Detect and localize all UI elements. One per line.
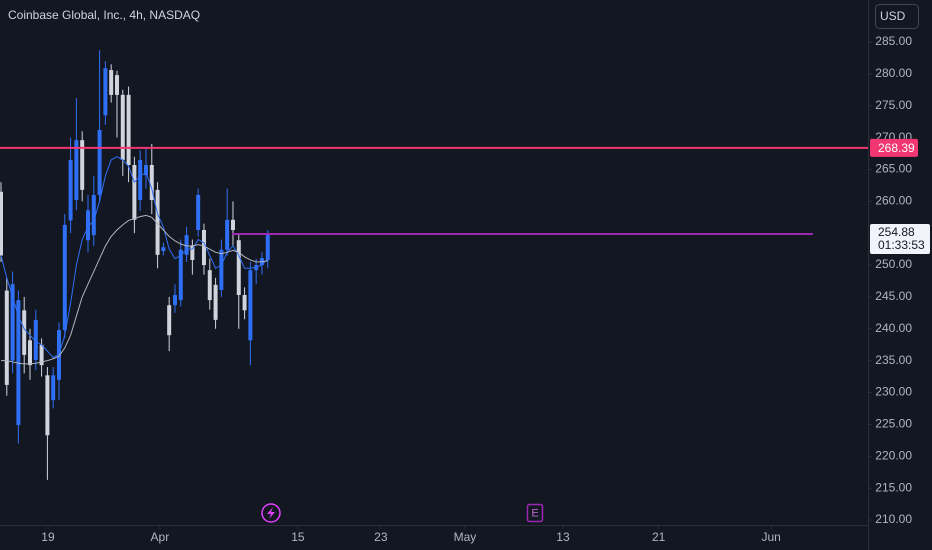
candle-body (190, 245, 195, 260)
countdown-label: 01:33:53 (878, 238, 925, 252)
candle-body (149, 165, 154, 201)
candle-body (45, 375, 50, 436)
candle-body (4, 290, 9, 385)
candle-body (126, 94, 131, 166)
y-tick-label: 240.00 (875, 321, 912, 335)
candle-body (196, 194, 201, 231)
candle-body (265, 233, 270, 260)
candle-body (219, 249, 224, 290)
candle-body (33, 319, 38, 361)
candle-body (114, 75, 119, 95)
candle-body (236, 240, 241, 296)
candle-body (242, 295, 247, 311)
candle-body (51, 375, 56, 401)
candle-body (248, 270, 253, 341)
candle-body (178, 249, 183, 301)
candle-body (103, 68, 108, 116)
x-tick-label: 21 (652, 530, 666, 544)
y-tick-label: 285.00 (875, 34, 912, 48)
candle-body (201, 230, 206, 266)
candle-body (207, 270, 212, 301)
candle-body (254, 265, 259, 271)
y-tick-label: 215.00 (875, 480, 912, 494)
candle-body (74, 140, 79, 201)
candle-body (230, 219, 235, 231)
price-label-box (870, 138, 918, 157)
candle-body (62, 224, 67, 331)
last-price-label: 254.88 (878, 225, 915, 239)
chart-title: Coinbase Global, Inc., 4h, NASDAQ (8, 8, 200, 22)
candle-body (0, 191, 3, 256)
candle-body (225, 219, 230, 250)
candle-body (161, 247, 166, 252)
dividend-icon[interactable] (261, 503, 281, 523)
moving-average (0, 156, 269, 359)
y-tick-label: 210.00 (875, 512, 912, 526)
x-tick-label: 13 (556, 530, 570, 544)
candle-body (16, 300, 21, 426)
moving-average (0, 214, 268, 365)
candle-body (138, 159, 143, 201)
candle-body (143, 165, 148, 176)
x-tick-label: 23 (374, 530, 388, 544)
x-tick-label: Apr (151, 530, 170, 544)
currency-label[interactable]: USD (880, 9, 906, 23)
x-tick-label: Jun (761, 530, 780, 544)
price-label: 268.39 (878, 141, 915, 155)
y-tick-label: 220.00 (875, 448, 912, 462)
candle-body (91, 194, 96, 236)
y-tick-label: 235.00 (875, 353, 912, 367)
candle-body (97, 129, 102, 195)
y-tick-label: 250.00 (875, 257, 912, 271)
candle-body (213, 284, 218, 320)
candle-body (80, 140, 85, 190)
y-tick-label: 230.00 (875, 385, 912, 399)
earnings-icon[interactable] (526, 503, 544, 523)
y-tick-label: 260.00 (875, 194, 912, 208)
x-tick-label: 19 (41, 530, 55, 544)
candle-body (132, 165, 137, 220)
last-price-box (870, 223, 930, 254)
y-tick-label: 275.00 (875, 98, 912, 112)
event-circle (261, 503, 281, 523)
candle-body (22, 310, 27, 355)
candle-body (27, 340, 32, 366)
x-tick-label: May (454, 530, 477, 544)
candle-body (85, 210, 90, 241)
candle-body (167, 305, 172, 336)
candle-body (155, 189, 160, 255)
x-tick-label: 15 (291, 530, 305, 544)
candle-body (172, 295, 177, 306)
currency-button[interactable] (875, 4, 919, 29)
candle-body (68, 159, 73, 221)
event-glyph (267, 507, 275, 519)
candle-body (56, 330, 61, 380)
y-tick-label: 265.00 (875, 162, 912, 176)
candle-body (10, 284, 15, 361)
y-tick-label: 280.00 (875, 66, 912, 80)
candle-body (109, 70, 114, 95)
candle-body (120, 94, 125, 160)
y-tick-label: 245.00 (875, 289, 912, 303)
y-tick-label: 225.00 (875, 417, 912, 431)
candle-body (184, 235, 189, 255)
earnings-label[interactable]: E (531, 507, 538, 519)
candle-body (39, 344, 44, 366)
